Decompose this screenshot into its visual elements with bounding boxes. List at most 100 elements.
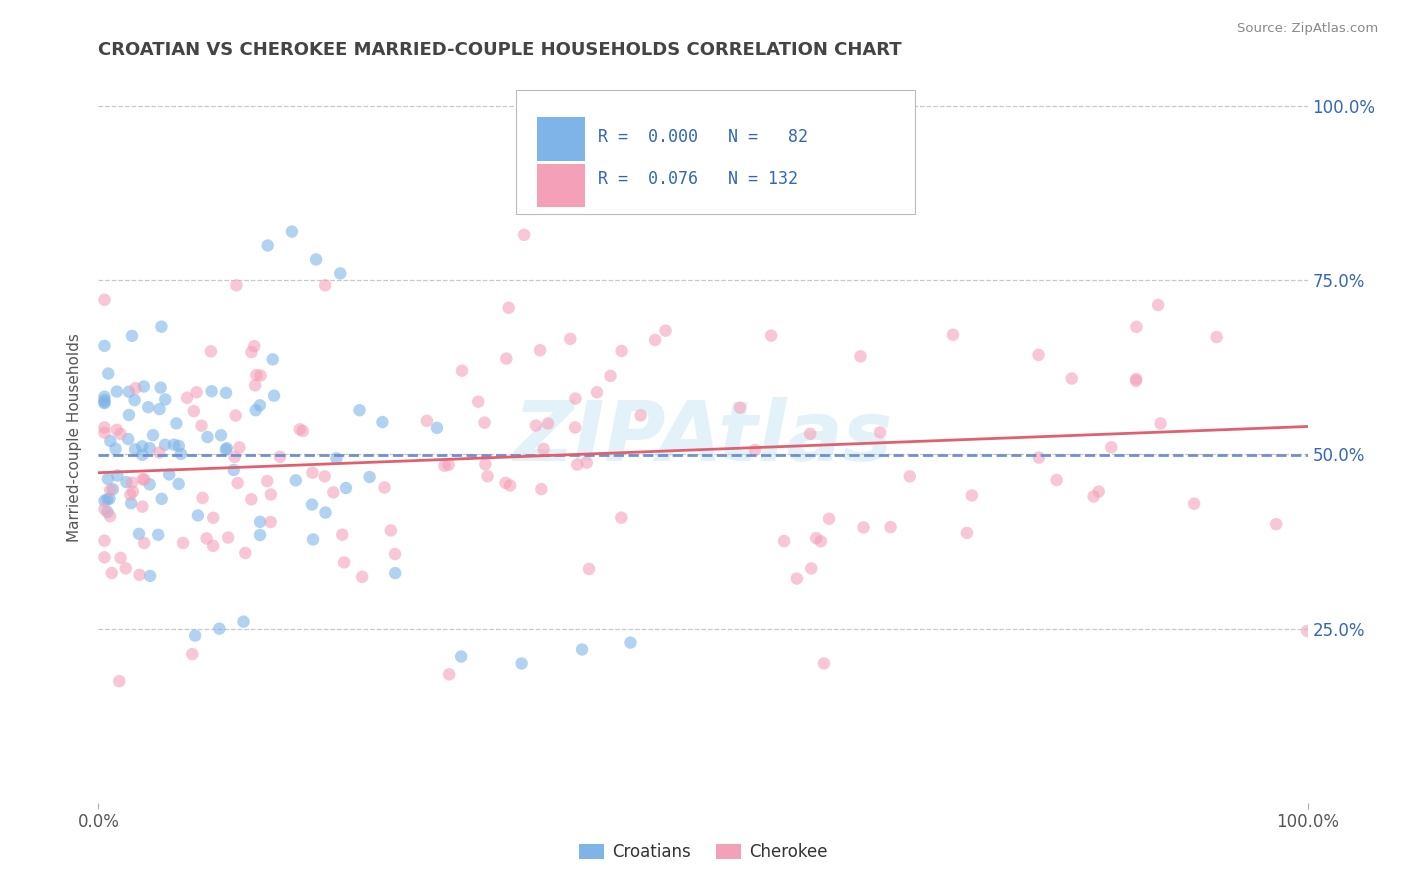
Point bbox=[134, 536, 156, 550]
Point bbox=[184, 629, 207, 643]
Point bbox=[187, 508, 209, 523]
Point bbox=[163, 438, 186, 452]
Point bbox=[495, 351, 517, 366]
Point bbox=[761, 328, 783, 343]
Point bbox=[818, 512, 841, 526]
Point bbox=[333, 555, 356, 569]
Point bbox=[93, 502, 115, 516]
Point bbox=[879, 520, 901, 534]
Point bbox=[172, 536, 194, 550]
Point bbox=[564, 420, 586, 434]
Point bbox=[181, 647, 204, 661]
Point bbox=[513, 227, 536, 242]
Point bbox=[97, 367, 120, 381]
Point bbox=[201, 384, 224, 399]
Point bbox=[155, 392, 177, 407]
Point bbox=[301, 466, 323, 480]
Point bbox=[499, 478, 522, 492]
Point bbox=[495, 475, 517, 490]
Text: Source: ZipAtlas.com: Source: ZipAtlas.com bbox=[1237, 22, 1378, 36]
Point bbox=[186, 385, 208, 400]
Point bbox=[852, 520, 875, 534]
Point bbox=[335, 481, 357, 495]
Point bbox=[256, 474, 278, 488]
Point bbox=[477, 469, 499, 483]
Point bbox=[630, 409, 652, 423]
Point bbox=[93, 533, 115, 548]
Point bbox=[262, 352, 284, 367]
Point bbox=[537, 417, 560, 431]
Point bbox=[124, 393, 146, 408]
FancyBboxPatch shape bbox=[516, 90, 915, 214]
Point bbox=[93, 420, 115, 434]
Point bbox=[222, 463, 245, 477]
Point bbox=[249, 515, 271, 529]
Point bbox=[217, 531, 239, 545]
Point bbox=[138, 441, 160, 455]
Point bbox=[450, 649, 472, 664]
Point bbox=[451, 364, 474, 378]
Point bbox=[752, 155, 775, 169]
Point bbox=[117, 432, 139, 446]
Point bbox=[157, 467, 180, 482]
Point bbox=[131, 439, 153, 453]
Point bbox=[142, 428, 165, 442]
Point bbox=[1028, 450, 1050, 465]
Point bbox=[728, 401, 751, 415]
Point bbox=[654, 324, 676, 338]
Point bbox=[437, 458, 460, 472]
Point bbox=[202, 510, 225, 524]
Point bbox=[97, 472, 120, 486]
Point bbox=[474, 457, 496, 471]
Point bbox=[610, 510, 633, 524]
Point bbox=[124, 381, 146, 395]
Point bbox=[956, 525, 979, 540]
Point bbox=[586, 385, 609, 400]
Point bbox=[150, 319, 173, 334]
Point bbox=[467, 394, 489, 409]
Point bbox=[322, 485, 344, 500]
Point bbox=[533, 442, 555, 456]
Point bbox=[437, 667, 460, 681]
Point bbox=[120, 496, 142, 510]
Point bbox=[416, 414, 439, 428]
Point bbox=[610, 343, 633, 358]
Point bbox=[176, 391, 198, 405]
Point bbox=[1296, 624, 1319, 638]
Point bbox=[578, 562, 600, 576]
Point bbox=[243, 378, 266, 392]
Point bbox=[228, 441, 250, 455]
Point bbox=[260, 487, 283, 501]
Point bbox=[101, 482, 124, 496]
Point bbox=[249, 398, 271, 412]
Point bbox=[98, 483, 121, 497]
Point bbox=[249, 368, 271, 383]
Point bbox=[93, 493, 115, 508]
Point bbox=[325, 451, 347, 466]
Text: ZIPAtlas: ZIPAtlas bbox=[513, 397, 893, 477]
Point bbox=[93, 425, 115, 440]
Point bbox=[240, 492, 263, 507]
Point bbox=[131, 448, 153, 462]
Point bbox=[149, 381, 172, 395]
Text: R =  0.000   N =   82: R = 0.000 N = 82 bbox=[598, 128, 808, 146]
Point bbox=[960, 488, 983, 502]
Point bbox=[380, 524, 402, 538]
Point bbox=[575, 456, 598, 470]
Point bbox=[773, 534, 796, 549]
Point bbox=[96, 505, 118, 519]
Point bbox=[245, 368, 267, 382]
Point bbox=[100, 434, 122, 448]
Point bbox=[128, 526, 150, 541]
Point bbox=[810, 534, 832, 549]
Point bbox=[202, 539, 225, 553]
Point bbox=[1083, 490, 1105, 504]
Point bbox=[269, 450, 291, 464]
Point bbox=[122, 484, 145, 499]
Point bbox=[93, 396, 115, 410]
Point bbox=[165, 417, 187, 431]
Point bbox=[105, 384, 128, 399]
Point bbox=[93, 395, 115, 409]
Point bbox=[224, 450, 246, 464]
Point bbox=[93, 550, 115, 565]
